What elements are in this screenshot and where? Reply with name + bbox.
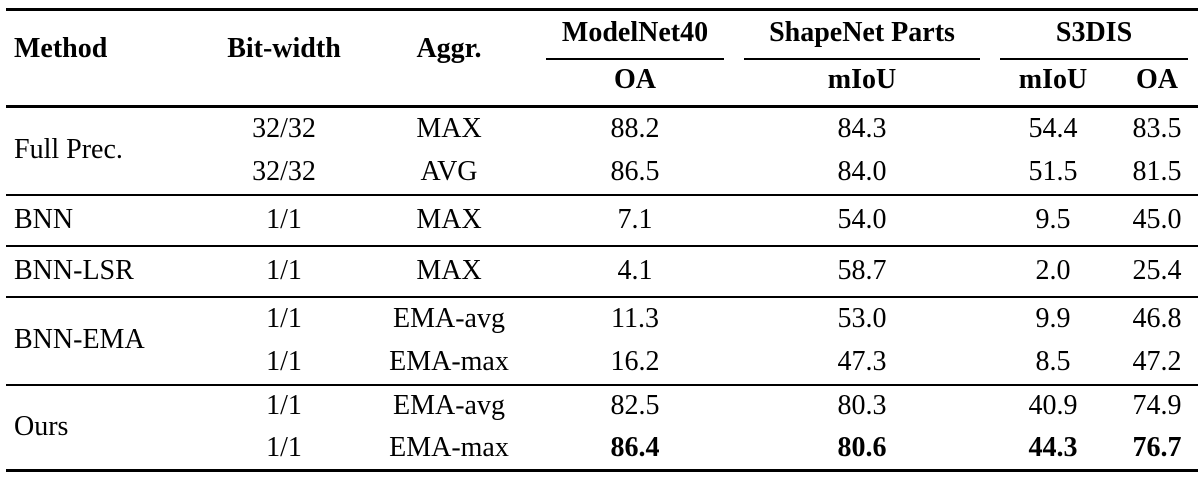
metric-modelnet40-oa: 16.2 — [610, 345, 660, 377]
subheader-shapenet-miou: mIoU — [827, 63, 897, 95]
method-cell-fullprec: Full Prec. — [6, 105, 206, 195]
aggr-cell: EMA-avg — [362, 383, 536, 428]
column-header-method: Method — [14, 32, 108, 64]
metric-shapenet-miou: 47.3 — [837, 345, 887, 377]
metric-s3dis-miou: 54.4 — [990, 105, 1116, 151]
metric-s3dis-oa: 74.9 — [1116, 383, 1199, 428]
aggr-cell: EMA-max — [389, 345, 509, 377]
aggr-cell: MAX — [362, 105, 536, 151]
table-row-ours-avg: Ours 1/1 EMA-avg 82.5 80.3 40.9 74.9 — [6, 383, 1199, 471]
header-row-groups: Method Bit-width Aggr. ModelNet40 ShapeN… — [6, 10, 1198, 63]
metric-shapenet-miou-best: 80.6 — [837, 431, 887, 463]
aggr-cell: AVG — [420, 155, 478, 187]
metric-modelnet40-oa: 82.5 — [536, 383, 734, 428]
aggr-cell: EMA-avg — [362, 295, 536, 341]
header-row-metrics: OA mIoU mIoU OA — [6, 60, 1198, 107]
bitwidth-cell: 1/1 — [266, 345, 302, 377]
metric-s3dis-miou: 9.5 — [990, 193, 1116, 246]
method-cell-ours: Ours — [6, 383, 206, 471]
table-header: Method Bit-width Aggr. ModelNet40 ShapeN… — [6, 10, 1198, 107]
metric-s3dis-miou-best: 44.3 — [1028, 431, 1078, 463]
bitwidth-cell: 32/32 — [252, 155, 316, 187]
paper-table-container: Method Bit-width Aggr. ModelNet40 ShapeN… — [6, 8, 1199, 472]
metric-shapenet-miou: 80.3 — [734, 383, 990, 428]
metric-s3dis-miou: 51.5 — [1028, 155, 1078, 187]
subheader-modelnet40-oa: OA — [614, 63, 656, 95]
metric-s3dis-miou: 8.5 — [1035, 345, 1071, 377]
metric-s3dis-oa: 81.5 — [1132, 155, 1182, 187]
table-body: Full Prec. 32/32 MAX 88.2 84.3 54.4 83.5… — [6, 105, 1199, 471]
subheader-s3dis-oa: OA — [1136, 63, 1178, 95]
cmidrule-s3dis — [1000, 57, 1189, 60]
aggr-cell: EMA-max — [389, 431, 509, 463]
method-cell-bnn: BNN — [6, 193, 206, 246]
aggr-cell: MAX — [362, 244, 536, 297]
method-cell-bnn-ema: BNN-EMA — [6, 295, 206, 385]
method-cell-bnn-lsr: BNN-LSR — [6, 244, 206, 297]
metric-shapenet-miou: 58.7 — [734, 244, 990, 297]
group-header-s3dis-label: S3DIS — [1055, 16, 1133, 48]
bitwidth-cell: 1/1 — [206, 295, 362, 341]
group-header-s3dis: S3DIS — [990, 10, 1198, 60]
bitwidth-cell: 1/1 — [206, 193, 362, 246]
metric-shapenet-miou: 54.0 — [734, 193, 990, 246]
bitwidth-cell: 1/1 — [206, 383, 362, 428]
bitwidth-cell: 1/1 — [206, 244, 362, 297]
metric-modelnet40-oa-best: 86.4 — [610, 431, 660, 463]
cmidrule-modelnet40 — [546, 57, 724, 60]
metric-s3dis-miou: 9.9 — [990, 295, 1116, 341]
table-row-bnn-ema-avg: BNN-EMA 1/1 EMA-avg 11.3 53.0 9.9 46.8 — [6, 295, 1199, 385]
table-row-ours-max: 1/1 EMA-max 86.4 80.6 44.3 76.7 — [6, 428, 1198, 471]
metric-modelnet40-oa: 88.2 — [536, 105, 734, 151]
table-row-fullprec-max: Full Prec. 32/32 MAX 88.2 84.3 54.4 83.5 — [6, 105, 1199, 195]
metric-s3dis-oa: 46.8 — [1116, 295, 1199, 341]
table-row-bnn-lsr: BNN-LSR 1/1 MAX 4.1 58.7 2.0 25.4 — [6, 244, 1199, 297]
metric-s3dis-miou: 2.0 — [990, 244, 1116, 297]
table-row-fullprec-avg: 32/32 AVG 86.5 84.0 51.5 81.5 — [6, 151, 1198, 195]
metric-modelnet40-oa: 11.3 — [536, 295, 734, 341]
group-header-shapenet-parts-label: ShapeNet Parts — [769, 16, 955, 48]
bitwidth-cell: 32/32 — [206, 105, 362, 151]
table-row-bnn-ema-max: 1/1 EMA-max 16.2 47.3 8.5 47.2 — [6, 341, 1198, 385]
metric-shapenet-miou: 84.0 — [837, 155, 887, 187]
metric-s3dis-oa: 47.2 — [1132, 345, 1182, 377]
metric-s3dis-miou: 40.9 — [990, 383, 1116, 428]
metric-s3dis-oa: 25.4 — [1116, 244, 1199, 297]
metric-s3dis-oa-best: 76.7 — [1132, 431, 1182, 463]
group-header-modelnet40: ModelNet40 — [536, 10, 734, 60]
group-header-shapenet-parts: ShapeNet Parts — [734, 10, 990, 60]
cmidrule-shapenet-parts — [744, 57, 980, 60]
metric-s3dis-oa: 83.5 — [1116, 105, 1199, 151]
metric-modelnet40-oa: 7.1 — [536, 193, 734, 246]
metric-shapenet-miou: 53.0 — [734, 295, 990, 341]
subheader-s3dis-miou: mIoU — [1018, 63, 1088, 95]
metric-s3dis-oa: 45.0 — [1116, 193, 1199, 246]
bitwidth-cell: 1/1 — [266, 431, 302, 463]
metric-modelnet40-oa: 86.5 — [610, 155, 660, 187]
metric-shapenet-miou: 84.3 — [734, 105, 990, 151]
table-row-bnn: BNN 1/1 MAX 7.1 54.0 9.5 45.0 — [6, 193, 1199, 246]
group-header-modelnet40-label: ModelNet40 — [561, 16, 709, 48]
metric-modelnet40-oa: 4.1 — [536, 244, 734, 297]
column-header-aggr: Aggr. — [416, 32, 482, 64]
aggr-cell: MAX — [362, 193, 536, 246]
results-table: Method Bit-width Aggr. ModelNet40 ShapeN… — [6, 8, 1199, 472]
column-header-bitwidth: Bit-width — [227, 32, 341, 64]
